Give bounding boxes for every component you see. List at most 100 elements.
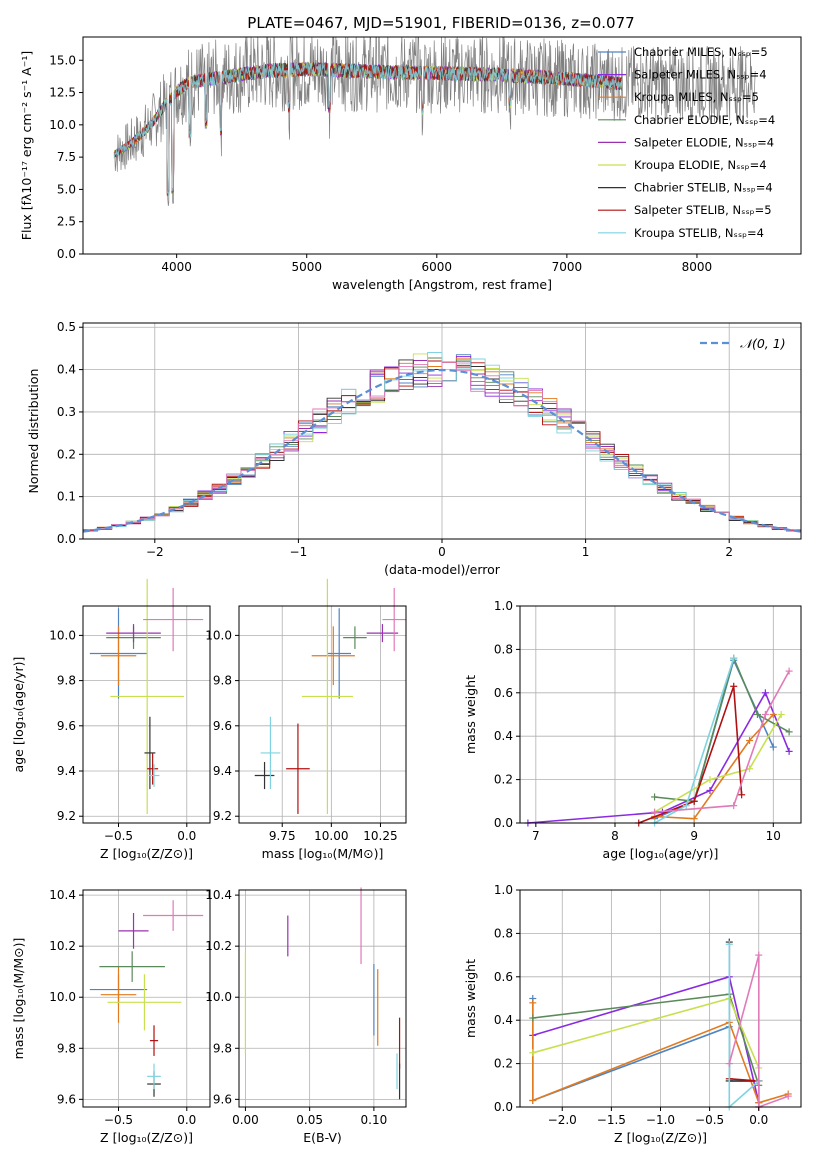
- y-tick-label: 0.0: [494, 1100, 513, 1114]
- weight-marker: [690, 797, 698, 805]
- y-tick-label: 0.8: [494, 642, 513, 656]
- weight-marker: [725, 1060, 733, 1068]
- panel-massweight_vs_Z: −2.0 −1.5 −1.0 −0.5 0.0 0.0 0.2 0.4 0.6 0.8 1.0 Z […: [463, 883, 802, 1145]
- x-tick-label: −0.5: [104, 1113, 133, 1127]
- x-axis-label: mass [log₁₀(M/M⊙)]: [262, 846, 384, 861]
- x-tick-label: 10: [766, 829, 781, 843]
- weight-marker: [706, 786, 714, 794]
- weight-marker: [784, 1092, 792, 1100]
- y-tick-label: 9.6: [57, 1092, 76, 1106]
- legend-label: Chabrier STELIB, Nₛₛₚ=4: [634, 181, 773, 195]
- plot-area: [529, 938, 792, 1111]
- weight-series-line: [654, 657, 775, 820]
- weight-series-line: [532, 975, 760, 1103]
- axes-frame: [82, 605, 211, 824]
- y-axis-label: Flux [fλ10⁻¹⁷ erg cm⁻² s⁻¹ A⁻¹]: [19, 51, 34, 240]
- weight-marker: [755, 951, 763, 959]
- axes: 9.75 10.00 10.25 9.2 9.4 9.6 9.8 10.0 mass [log₁…: [205, 605, 407, 861]
- x-tick-label: 0.0: [177, 1113, 196, 1127]
- weight-marker: [651, 793, 659, 801]
- y-tick-label: 7.5: [57, 150, 76, 164]
- weight-marker: [769, 743, 777, 751]
- x-tick-label: −0.5: [695, 1113, 724, 1127]
- errorbar-point: [118, 912, 149, 949]
- y-tick-label: 15.0: [49, 53, 76, 67]
- plot-area: [89, 578, 204, 814]
- axes: 4000 5000 6000 7000 8000 0.0 2.5 5.0 7.5 10.0 12.5…: [19, 36, 802, 292]
- weight-marker: [706, 776, 714, 784]
- weight-marker: [730, 654, 738, 662]
- panel-age_vs_Z: −0.5 0.0 9.2 9.4 9.6 9.8 10.0 Z [log₁₀(Z/Z⊙)] ag…: [11, 578, 211, 861]
- y-tick-label: 0.1: [57, 490, 76, 504]
- y-axis-label: mass weight: [463, 959, 478, 1038]
- axes: −0.5 0.0 9.6 9.8 10.0 10.2 10.4 Z [log₁₀(Z/Z⊙)]…: [11, 888, 211, 1145]
- panel-mass_vs_EBV: 0.00 0.05 0.10 9.6 9.8 10.0 10.2 10.4 E(B-V): [205, 887, 407, 1145]
- y-tick-label: 0.6: [494, 970, 513, 984]
- x-tick-label: 10.25: [363, 829, 397, 843]
- x-tick-label: 10.00: [314, 829, 348, 843]
- panel-spectrum: 4000 5000 6000 7000 8000 0.0 2.5 5.0 7.5 10.0 12.5…: [19, 36, 802, 292]
- weight-marker: [529, 999, 537, 1007]
- axes-frame: [238, 605, 407, 824]
- errorbar-point: [149, 1025, 159, 1056]
- errorbar-point: [107, 974, 182, 1031]
- weight-marker: [738, 791, 746, 799]
- weight-marker: [761, 689, 769, 697]
- plot-area: [254, 578, 406, 814]
- errorbar-point: [106, 624, 161, 643]
- panels: 4000 5000 6000 7000 80000.02.55.07.510.012.5…: [11, 36, 802, 1145]
- weight-marker: [746, 737, 754, 745]
- y-tick-label: 10.0: [49, 628, 76, 642]
- y-tick-label: 0.2: [494, 773, 513, 787]
- axes-frame: [519, 605, 802, 824]
- legend: 𝒩(0, 1): [700, 336, 786, 351]
- errorbar-point: [286, 723, 310, 814]
- x-tick-label: 2: [725, 545, 733, 559]
- x-tick-label: 8000: [682, 260, 713, 274]
- y-tick-label: 9.2: [213, 809, 232, 823]
- y-tick-label: 9.2: [57, 809, 76, 823]
- x-tick-label: 7: [532, 829, 540, 843]
- x-tick-label: −1: [290, 545, 308, 559]
- x-axis-label: wavelength [Angstrom, rest frame]: [332, 277, 552, 292]
- y-tick-label: 9.8: [57, 674, 76, 688]
- histogram-series: [83, 361, 801, 532]
- x-tick-label: −1.0: [646, 1113, 675, 1127]
- y-tick-label: 9.6: [57, 719, 76, 733]
- y-tick-label: 0.8: [494, 926, 513, 940]
- weight-marker: [529, 1096, 537, 1104]
- axes: −0.5 0.0 9.2 9.4 9.6 9.8 10.0 Z [log₁₀(Z/Z⊙)] ag…: [11, 605, 211, 861]
- x-tick-label: 1: [582, 545, 590, 559]
- y-tick-label: 0.0: [57, 247, 76, 261]
- x-tick-label: 0: [438, 545, 446, 559]
- y-tick-label: 0.4: [494, 1013, 513, 1027]
- y-tick-label: 12.5: [49, 86, 76, 100]
- y-tick-label: 0.3: [57, 405, 76, 419]
- y-axis-label: Normed distribution: [26, 369, 41, 494]
- axes: −2.0 −1.5 −1.0 −0.5 0.0 0.0 0.2 0.4 0.6 0.8 1.0 Z […: [463, 883, 802, 1145]
- y-tick-label: 9.8: [57, 1041, 76, 1055]
- plot-area: [82, 352, 802, 533]
- weight-marker: [682, 802, 690, 810]
- y-tick-label: 10.2: [205, 939, 232, 953]
- weight-series-line: [728, 954, 789, 1109]
- plot-area: [524, 654, 793, 827]
- figure-title: PLATE=0467, MJD=51901, FIBERID=0136, z=0…: [247, 14, 634, 32]
- panel-massweight_vs_age: 7 8 9 10 0.0 0.2 0.4 0.6 0.8 1.0 age [log₁₀(age/yr…: [463, 599, 802, 861]
- x-tick-label: −2.0: [548, 1113, 577, 1127]
- y-tick-label: 0.0: [57, 532, 76, 546]
- normal-curve: [82, 368, 802, 533]
- x-tick-label: 4000: [161, 260, 192, 274]
- errorbar-point: [143, 900, 204, 931]
- weight-series-line: [654, 714, 782, 813]
- grid: [239, 890, 406, 1107]
- plot-area: [89, 900, 204, 1097]
- panel-residuals: −2 −1 0 1 2 0.0 0.1 0.2 0.3 0.4 0.5 (data-model)/er…: [26, 320, 802, 577]
- y-tick-label: 9.6: [213, 719, 232, 733]
- x-axis-label: age [log₁₀(age/yr)]: [603, 846, 719, 861]
- x-axis-label: (data-model)/error: [384, 562, 501, 577]
- x-tick-label: 0.05: [296, 1113, 323, 1127]
- panel-age_vs_mass: 9.75 10.00 10.25 9.2 9.4 9.6 9.8 10.0 mass [log₁…: [205, 578, 407, 861]
- y-tick-label: 1.0: [494, 883, 513, 897]
